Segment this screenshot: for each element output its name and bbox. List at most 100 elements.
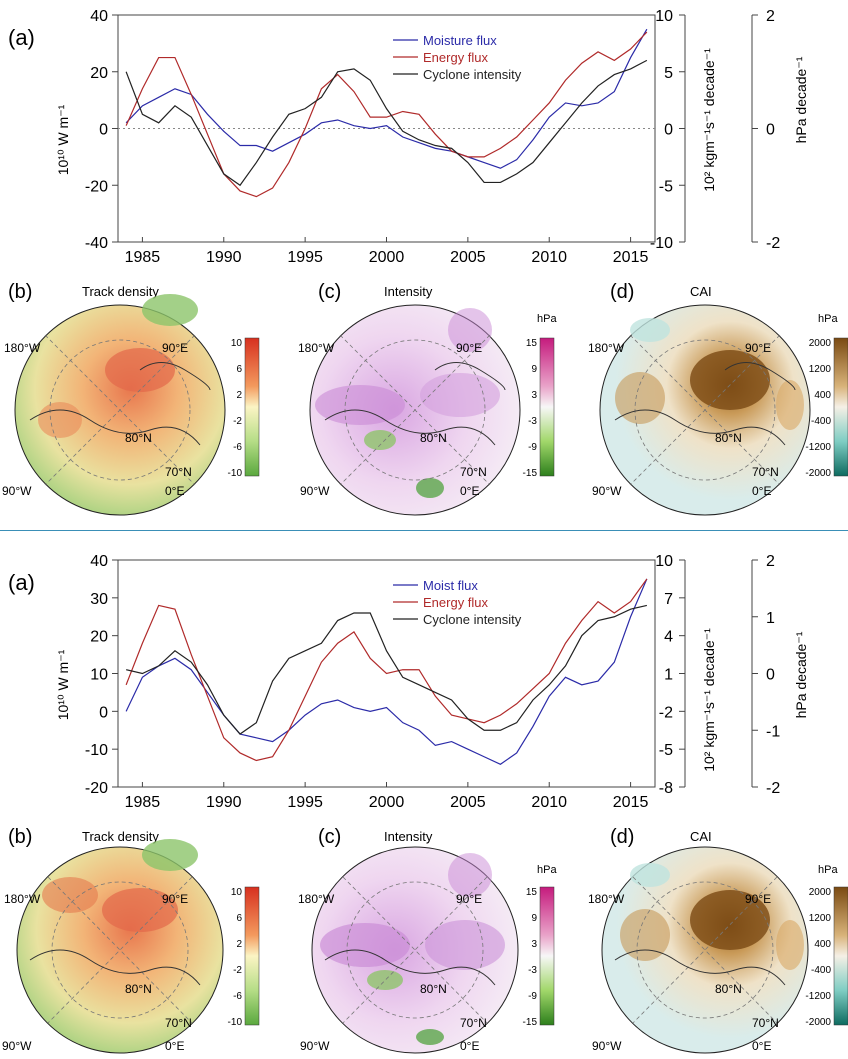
bottom-maps-row: (b) Track density 180°W 90°E 80°N 70°N 9… bbox=[2, 826, 848, 1054]
colorbar-tick-label: -2 bbox=[233, 416, 242, 427]
map-d-title: CAI bbox=[690, 829, 712, 844]
series-line-0 bbox=[125, 578, 648, 765]
map-c-lon-90e: 90°E bbox=[456, 341, 482, 355]
map-b-label: (b) bbox=[8, 826, 32, 848]
map-b-lon-0: 0°E bbox=[165, 484, 184, 498]
right-tick-label: 0 bbox=[766, 122, 775, 139]
x-tick-label: 1985 bbox=[125, 794, 161, 810]
colorbar-tick-label: 10 bbox=[231, 338, 243, 349]
track-colorbar bbox=[244, 337, 260, 477]
colorbar-tick-label: -9 bbox=[528, 442, 537, 453]
map-d-lon-180: 180°W bbox=[588, 341, 625, 355]
colorbar-tick-label: -10 bbox=[228, 1017, 243, 1028]
x-tick-label: 2015 bbox=[613, 794, 649, 810]
colorbar-tick-label: 1200 bbox=[809, 364, 832, 375]
left-tick-label: -20 bbox=[85, 178, 108, 195]
map-b-lon-90e: 90°E bbox=[162, 341, 188, 355]
map-b-lon-0: 0°E bbox=[165, 1039, 184, 1053]
cai-colorbar-ticks: 2000 1200 400 -400 -1200 -2000 bbox=[805, 338, 831, 479]
map-d-lat-70: 70°N bbox=[752, 1016, 779, 1030]
map-c-label: (c) bbox=[318, 281, 341, 303]
left-tick-label: 40 bbox=[90, 8, 108, 25]
colorbar-tick-label: 9 bbox=[531, 913, 537, 924]
intensity-colorbar-ticks: 15 9 3 -3 -9 -15 bbox=[523, 338, 538, 479]
map-d bbox=[599, 304, 811, 516]
map-b bbox=[14, 294, 226, 516]
colorbar-tick-label: 6 bbox=[236, 364, 242, 375]
mid-tick-label: 0 bbox=[664, 122, 673, 139]
track-colorbar-ticks: 10 6 2 -2 -6 -10 bbox=[228, 887, 243, 1028]
left-tick-label: -10 bbox=[85, 742, 108, 759]
map-c-lon-0: 0°E bbox=[460, 484, 479, 498]
track-colorbar-ticks: 10 6 2 -2 -6 -10 bbox=[228, 338, 243, 479]
mid-tick-label: -10 bbox=[650, 235, 673, 252]
map-d-unit: hPa bbox=[818, 864, 838, 876]
map-c-lon-180: 180°W bbox=[298, 892, 335, 906]
x-tick-label: 2005 bbox=[450, 249, 486, 265]
right-axis-title: hPa decade⁻¹ bbox=[793, 631, 809, 718]
mid-tick-label: 4 bbox=[664, 629, 673, 646]
map-b-lon-90e: 90°E bbox=[162, 892, 188, 906]
map-d-lon-0: 0°E bbox=[752, 484, 771, 498]
map-c bbox=[311, 846, 519, 1054]
colorbar-tick-label: 3 bbox=[531, 390, 537, 401]
cai-colorbar bbox=[833, 337, 848, 477]
x-tick-label: 1995 bbox=[287, 794, 323, 810]
map-b-lon-90w: 90°W bbox=[2, 484, 32, 498]
map-b-lon-90w: 90°W bbox=[2, 1039, 32, 1053]
right-tick-label: -2 bbox=[766, 235, 780, 252]
map-d-lon-0: 0°E bbox=[752, 1039, 771, 1053]
intensity-colorbar bbox=[539, 886, 555, 1026]
colorbar-tick-label: -3 bbox=[528, 416, 537, 427]
colorbar-tick-label: -2000 bbox=[805, 1017, 831, 1028]
map-d-unit: hPa bbox=[818, 313, 838, 325]
map-d-lon-180: 180°W bbox=[588, 892, 625, 906]
legend-label: Moisture flux bbox=[423, 33, 497, 48]
colorbar-tick-label: 6 bbox=[236, 913, 242, 924]
figure-divider bbox=[0, 530, 848, 531]
series-line-2 bbox=[125, 59, 648, 187]
map-c-lon-0: 0°E bbox=[460, 1039, 479, 1053]
map-d-lon-90w: 90°W bbox=[592, 484, 622, 498]
colorbar-tick-label: -6 bbox=[233, 442, 242, 453]
colorbar-tick-label: 2000 bbox=[809, 887, 832, 898]
x-tick-label: 2000 bbox=[369, 249, 405, 265]
map-c-title: Intensity bbox=[384, 284, 433, 299]
map-d-lat-80: 80°N bbox=[715, 982, 742, 996]
map-b-lat-80: 80°N bbox=[125, 982, 152, 996]
mid-tick-label: 10 bbox=[655, 8, 673, 25]
colorbar-tick-label: -3 bbox=[528, 965, 537, 976]
map-c-label: (c) bbox=[318, 826, 341, 848]
colorbar-tick-label: -9 bbox=[528, 991, 537, 1002]
map-b-title: Track density bbox=[82, 284, 159, 299]
x-tick-label: 2015 bbox=[613, 249, 649, 265]
legend-label: Cyclone intensity bbox=[423, 612, 522, 627]
x-tick-label: 2005 bbox=[450, 794, 486, 810]
map-d bbox=[601, 846, 809, 1054]
left-tick-label: 40 bbox=[90, 553, 108, 570]
colorbar-tick-label: -400 bbox=[811, 416, 831, 427]
bottom-figure: (a) 10¹⁰ W m⁻¹ 10² kgm⁻¹s⁻¹ decade⁻¹ hPa… bbox=[0, 545, 848, 1059]
left-tick-label: 0 bbox=[99, 122, 108, 139]
map-b-label: (b) bbox=[8, 281, 32, 303]
bottom-line-chart: (a) 10¹⁰ W m⁻¹ 10² kgm⁻¹s⁻¹ decade⁻¹ hPa… bbox=[8, 553, 809, 810]
panel-a-label: (a) bbox=[8, 25, 35, 50]
colorbar-tick-label: -6 bbox=[233, 991, 242, 1002]
colorbar-tick-label: 10 bbox=[231, 887, 243, 898]
left-tick-label: 30 bbox=[90, 591, 108, 608]
map-d-lat-70: 70°N bbox=[752, 465, 779, 479]
colorbar-tick-label: -2000 bbox=[805, 468, 831, 479]
right-tick-label: 1 bbox=[766, 610, 775, 627]
legend-label: Cyclone intensity bbox=[423, 67, 522, 82]
left-axis-title: 10¹⁰ W m⁻¹ bbox=[55, 649, 71, 720]
left-tick-label: 20 bbox=[90, 65, 108, 82]
map-d-label: (d) bbox=[610, 826, 634, 848]
x-tick-label: 2000 bbox=[369, 794, 405, 810]
left-tick-label: 0 bbox=[99, 704, 108, 721]
mid-axis-title: 10² kgm⁻¹s⁻¹ decade⁻¹ bbox=[701, 628, 717, 772]
series-line-1 bbox=[125, 31, 648, 198]
map-d-lon-90w: 90°W bbox=[592, 1039, 622, 1053]
x-tick-label: 1990 bbox=[206, 794, 242, 810]
legend-label: Energy flux bbox=[423, 595, 489, 610]
map-d-lon-90e: 90°E bbox=[745, 892, 771, 906]
